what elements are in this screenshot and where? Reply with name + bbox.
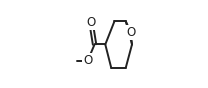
Text: O: O — [86, 16, 96, 29]
Text: O: O — [126, 26, 135, 39]
Text: O: O — [83, 54, 92, 67]
